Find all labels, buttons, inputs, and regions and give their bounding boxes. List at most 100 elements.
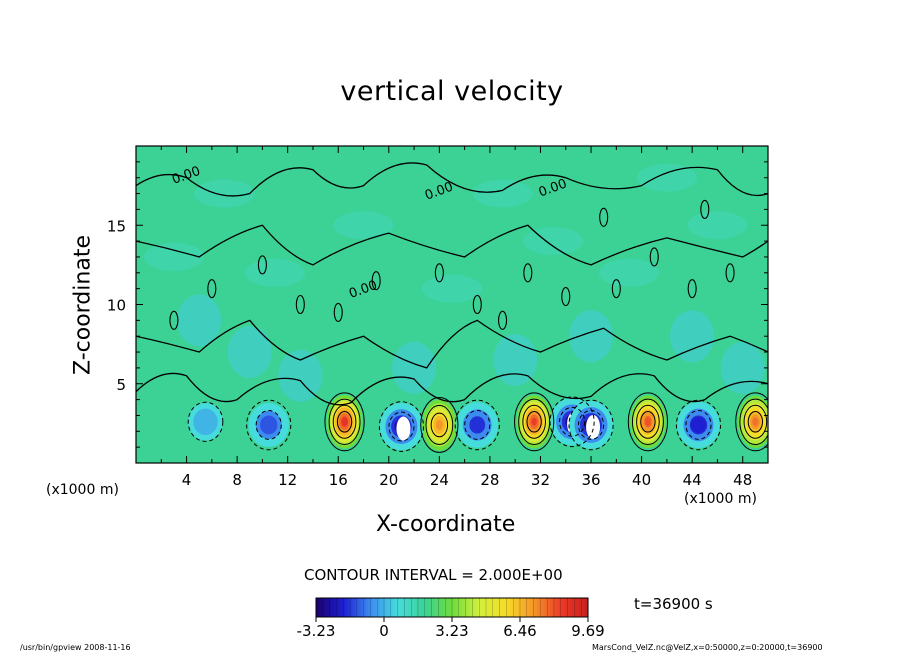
contour-line (578, 410, 605, 440)
x-unit-label-left: (x1000 m) (46, 482, 119, 498)
zero-contour-line (136, 162, 768, 197)
contour-line (747, 411, 764, 433)
contour-interval-label: CONTOUR INTERVAL = 2.000E+00 (304, 566, 563, 584)
cell-fill-level (193, 408, 218, 436)
x-tick-label: 12 (278, 471, 297, 489)
contour-line (739, 398, 768, 446)
colorbar-tick-label: -3.23 (297, 622, 336, 640)
contour-line (743, 404, 768, 439)
small-zero-contour (295, 294, 305, 315)
contour-line (430, 412, 449, 438)
x-tick-label: 16 (329, 471, 348, 489)
small-zero-contour (333, 302, 343, 322)
cell-fill-level (531, 417, 537, 426)
zero-contour-line (136, 319, 768, 369)
contour-line (420, 397, 459, 453)
cell-fill-level (690, 416, 706, 434)
upper-field-patch (143, 242, 204, 271)
weak-downdraft-patch (177, 294, 222, 347)
contour-line (388, 411, 415, 442)
contour-line (332, 404, 357, 439)
x-tick-label: 4 (182, 471, 192, 489)
contour-line (514, 392, 555, 452)
footer-program-date: /usr/bin/gpview 2008-11-16 (20, 643, 131, 652)
out-of-range-core (396, 416, 411, 441)
upper-field-patch (245, 258, 306, 287)
contour-line (425, 404, 454, 446)
upper-field-patch (598, 258, 659, 287)
contour-line (328, 398, 361, 446)
contour-line (464, 410, 491, 440)
contour-line (522, 404, 546, 439)
zero-contour-line (136, 224, 768, 266)
small-zero-contour (687, 279, 697, 299)
small-zero-contour (561, 287, 571, 307)
y-tick-label: 10 (107, 297, 126, 315)
small-zero-contour (169, 310, 179, 330)
contour-line (246, 399, 292, 451)
small-zero-contour (371, 271, 381, 291)
contour-line (454, 399, 500, 451)
small-zero-contour (725, 263, 735, 283)
colorbar-tick-label: 3.23 (435, 622, 468, 640)
contour-line (378, 401, 425, 452)
out-of-range-core (586, 414, 601, 439)
chart-title: vertical velocity (340, 76, 564, 107)
y-tick-label: 15 (107, 217, 126, 235)
contour-line (685, 410, 712, 440)
upper-field-patch (636, 163, 697, 192)
cell-fill-level (260, 415, 278, 435)
upper-field-patch (422, 274, 482, 303)
weak-downdraft-patch (569, 310, 614, 363)
weak-downdraft-patch (278, 349, 323, 402)
cell-fill-level (136, 393, 169, 454)
footer-data-source: MarsCond_VelZ.nc@VelZ,x=0:50000,z=0:2000… (592, 643, 823, 652)
upper-field-patch (472, 179, 533, 208)
small-zero-contour (611, 279, 621, 299)
x-tick-label: 48 (733, 471, 752, 489)
x-tick-label: 44 (683, 471, 702, 489)
upper-field-patch (194, 179, 255, 208)
small-zero-contour (599, 207, 609, 227)
small-zero-contour (700, 199, 710, 219)
upper-field-patch (333, 211, 394, 240)
weak-downdraft-patch (392, 341, 437, 394)
cell-fill-level (469, 416, 486, 434)
small-zero-contour (434, 263, 444, 283)
y-axis-label: Z-coordinate (70, 235, 96, 375)
contour-line (631, 398, 664, 446)
small-zero-contour (498, 310, 508, 330)
x-tick-label: 20 (379, 471, 398, 489)
upper-field-patch (523, 227, 584, 256)
small-zero-contour (523, 263, 533, 283)
cell-fill-level (342, 418, 348, 426)
contour-line (568, 399, 614, 451)
contour-line (675, 399, 722, 451)
small-zero-contour (257, 255, 267, 275)
contour-line (336, 411, 353, 433)
x-tick-label: 40 (632, 471, 651, 489)
small-zero-contour (472, 294, 482, 315)
weak-downdraft-patch (227, 326, 272, 379)
contour-line (526, 411, 542, 433)
x-tick-label: 8 (232, 471, 242, 489)
contour-line (735, 392, 768, 452)
contour-line (627, 392, 669, 452)
x-tick-label: 36 (581, 471, 600, 489)
upper-field-patch (687, 211, 748, 240)
x-unit-label-right: (x1000 m) (684, 491, 757, 507)
x-axis-label: X-coordinate (376, 512, 516, 537)
small-zero-contour (649, 247, 659, 267)
cell-fill-level (645, 417, 651, 426)
contour-line (559, 406, 586, 437)
time-label: t=36900 s (634, 595, 713, 613)
cell-fill-level (436, 419, 443, 430)
x-tick-label: 28 (480, 471, 499, 489)
x-tick-label: 32 (531, 471, 550, 489)
contour-line (255, 410, 282, 440)
zero-contour-line (136, 372, 768, 406)
contour-line (549, 396, 595, 448)
colorbar-tick-label: 9.69 (571, 622, 604, 640)
contour-line (636, 404, 660, 439)
